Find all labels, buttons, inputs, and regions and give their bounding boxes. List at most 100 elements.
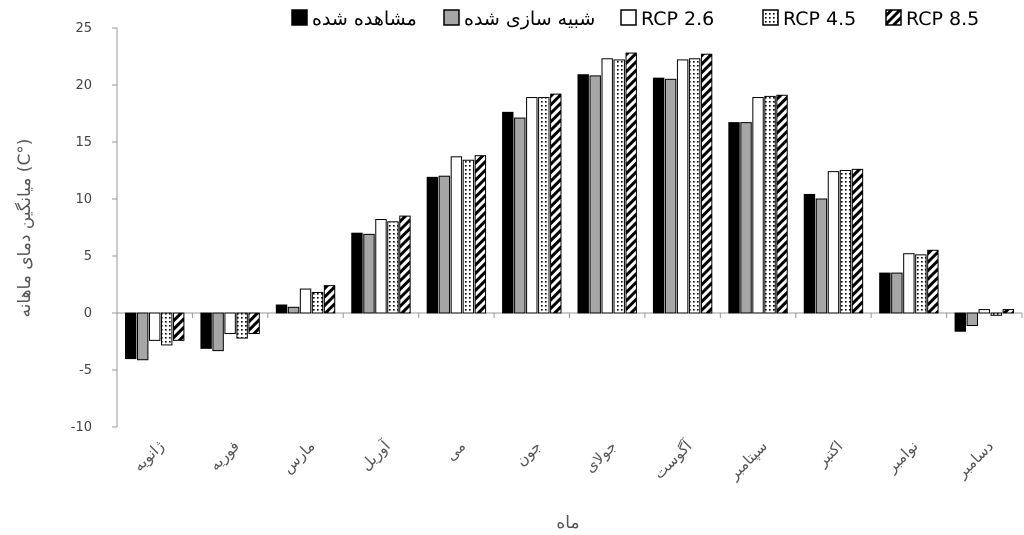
- legend-label: RCP 8.5: [906, 8, 979, 30]
- bar: [462, 159, 475, 314]
- bar: [740, 122, 752, 314]
- bar: [323, 285, 336, 314]
- bar: [625, 52, 637, 314]
- x-tick-label: آوریل: [357, 437, 394, 474]
- legend-item: RCP 8.5: [885, 8, 979, 30]
- bar: [149, 312, 161, 341]
- bar: [664, 78, 677, 314]
- bar: [903, 253, 915, 314]
- bar: [1002, 309, 1014, 314]
- x-tick-label: جون: [512, 437, 545, 470]
- legend-swatch: [620, 9, 637, 26]
- legend-item: RCP 4.5: [762, 8, 856, 30]
- bar: [728, 122, 740, 314]
- legend-item: RCP 2.6: [620, 8, 714, 30]
- bar: [676, 59, 689, 314]
- legend-label: RCP 2.6: [641, 8, 714, 30]
- bar: [577, 74, 589, 314]
- bar: [915, 254, 927, 314]
- y-tick-label: -5: [79, 363, 92, 378]
- bar: [299, 288, 312, 314]
- x-axis-title: ماه: [556, 513, 579, 533]
- bar: [879, 272, 891, 314]
- legend-swatch: [885, 9, 902, 26]
- bar: [200, 312, 212, 349]
- x-tick-label: می: [442, 437, 469, 464]
- y-tick-label: 15: [75, 135, 92, 150]
- bar: [652, 77, 665, 314]
- bar: [764, 95, 776, 314]
- bar: [275, 304, 288, 314]
- bar: [438, 175, 451, 314]
- bar: [287, 306, 300, 314]
- x-tick-label: فوریه: [206, 437, 243, 474]
- x-tick-label: جولای: [581, 437, 620, 476]
- bar: [700, 53, 713, 314]
- y-tick-label: 25: [75, 21, 92, 36]
- bar: [450, 156, 463, 314]
- x-tick-label: اکتبر: [813, 437, 847, 471]
- x-tick-label: نوامبر: [882, 437, 922, 477]
- bar: [387, 221, 399, 314]
- bar: [613, 59, 625, 314]
- bar: [601, 58, 613, 314]
- bar: [538, 97, 550, 314]
- legend-label: RCP 4.5: [783, 8, 856, 30]
- legend-swatch: [291, 9, 308, 26]
- bar: [954, 312, 966, 332]
- x-tick-label: آگوست: [650, 437, 696, 483]
- bar: [978, 309, 990, 314]
- bar: [688, 58, 701, 314]
- bar: [966, 312, 978, 327]
- bar: [311, 291, 324, 314]
- bar: [827, 171, 840, 314]
- bar: [526, 97, 538, 314]
- bar: [891, 272, 903, 314]
- bar: [851, 168, 864, 314]
- bar: [224, 312, 236, 335]
- bar: [426, 176, 439, 314]
- bar: [550, 93, 562, 314]
- legend-label: مشاهده شده: [312, 8, 417, 30]
- bar: [839, 170, 852, 314]
- y-tick-label: -10: [71, 420, 92, 435]
- legend-item: مشاهده شده: [291, 8, 417, 30]
- axes: -10 -5 0 5 10 15 20 25: [71, 21, 1023, 435]
- x-tick-label: ژانویه: [130, 437, 168, 475]
- legend-label: شبیه سازی شده: [464, 8, 595, 30]
- bars: [125, 52, 1014, 361]
- legend-swatch: [443, 9, 460, 26]
- bar: [161, 312, 173, 346]
- category-labels: ژانویه فوریه مارس آوریل می جون جولای آگوست سپتام…: [130, 437, 997, 485]
- bar: [236, 312, 248, 339]
- bar: [375, 219, 387, 314]
- bar: [399, 215, 411, 314]
- legend-item: شبیه سازی شده: [443, 8, 595, 30]
- bar: [990, 312, 1002, 316]
- bar: [173, 312, 185, 341]
- y-tick-label: 0: [84, 306, 92, 321]
- bar: [137, 312, 149, 361]
- legend-swatch: [762, 9, 779, 26]
- bar: [502, 111, 514, 314]
- bar: [803, 193, 816, 314]
- bar: [212, 312, 224, 352]
- bar: [125, 312, 137, 360]
- y-tick-label: 20: [75, 78, 92, 93]
- y-axis-title: میانگین دمای ماهانه (C°): [14, 139, 35, 318]
- bar: [248, 312, 260, 335]
- bar: [351, 232, 363, 314]
- bar: [589, 75, 601, 314]
- bar: [776, 94, 788, 314]
- bar: [363, 233, 375, 314]
- bar: [514, 117, 526, 314]
- bar: [752, 97, 764, 314]
- bar: [474, 155, 487, 314]
- y-tick-label: 10: [75, 192, 92, 207]
- bar: [815, 198, 828, 314]
- y-tick-label: 5: [84, 249, 92, 264]
- x-tick-label: سپتامبر: [724, 437, 771, 484]
- x-tick-label: مارس: [279, 437, 319, 477]
